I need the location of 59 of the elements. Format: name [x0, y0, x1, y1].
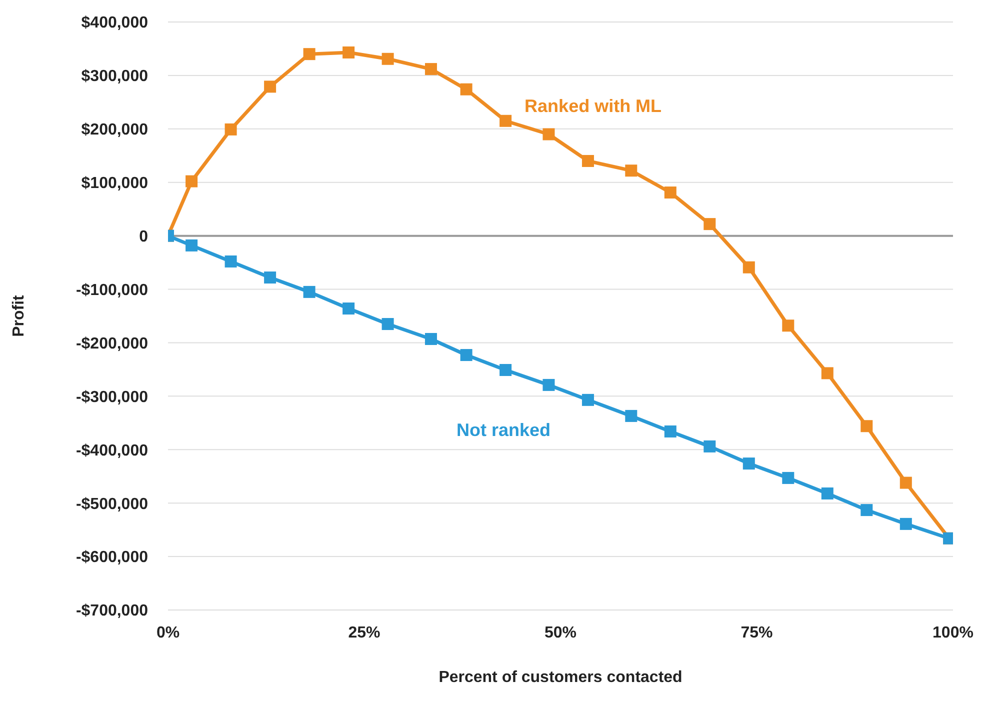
- y-tick-label: $400,000: [81, 14, 148, 32]
- point: [625, 410, 638, 422]
- point: [303, 286, 316, 298]
- point: [900, 476, 912, 489]
- point: [782, 320, 794, 332]
- point: [860, 420, 873, 432]
- y-tick-label: $300,000: [81, 68, 148, 86]
- point: [625, 164, 638, 177]
- point: [303, 48, 316, 60]
- y-tick-label: -$500,000: [76, 496, 148, 513]
- series-label: Not ranked: [456, 420, 551, 440]
- y-tick-label: -$600,000: [76, 549, 148, 566]
- series-label: Ranked with ML: [524, 96, 662, 116]
- point: [424, 63, 437, 76]
- y-tick-label: $200,000: [81, 122, 148, 139]
- point: [664, 425, 676, 438]
- y-tick-label: -$400,000: [76, 442, 148, 460]
- x-tick-label: 50%: [544, 624, 577, 642]
- point: [264, 80, 276, 93]
- x-tick-label: 100%: [932, 624, 974, 642]
- point: [664, 186, 676, 199]
- y-tick-label: $100,000: [81, 175, 148, 192]
- point: [500, 114, 512, 127]
- x-tick-label: 75%: [740, 624, 773, 642]
- point: [424, 332, 437, 345]
- point: [821, 487, 834, 500]
- point: [900, 518, 912, 530]
- point: [224, 255, 237, 268]
- y-tick-label: -$200,000: [76, 335, 148, 352]
- point: [742, 261, 755, 274]
- point: [186, 175, 198, 188]
- point: [542, 128, 555, 140]
- point: [582, 154, 594, 167]
- point: [382, 318, 394, 330]
- point: [342, 302, 355, 315]
- point: [264, 272, 276, 284]
- point: [582, 394, 594, 406]
- y-tick-label: -$300,000: [76, 388, 148, 406]
- point: [186, 239, 198, 252]
- point: [382, 52, 394, 65]
- point: [742, 458, 755, 470]
- point: [500, 364, 512, 376]
- y-tick-label: 0: [139, 228, 148, 246]
- point: [704, 218, 716, 230]
- point: [860, 504, 873, 516]
- x-axis-title: Percent of customers contacted: [438, 669, 682, 686]
- x-tick-label: 25%: [348, 624, 380, 642]
- point: [821, 367, 834, 380]
- point: [542, 378, 555, 391]
- point: [704, 440, 716, 452]
- point: [460, 349, 472, 362]
- x-tick-label: 0%: [156, 624, 180, 642]
- point: [782, 472, 794, 484]
- y-tick-label: -$700,000: [76, 602, 148, 620]
- y-tick-label: -$100,000: [76, 282, 148, 299]
- point: [342, 46, 355, 58]
- point: [224, 123, 237, 136]
- point: [460, 83, 472, 96]
- y-axis-title: Profit: [10, 294, 28, 337]
